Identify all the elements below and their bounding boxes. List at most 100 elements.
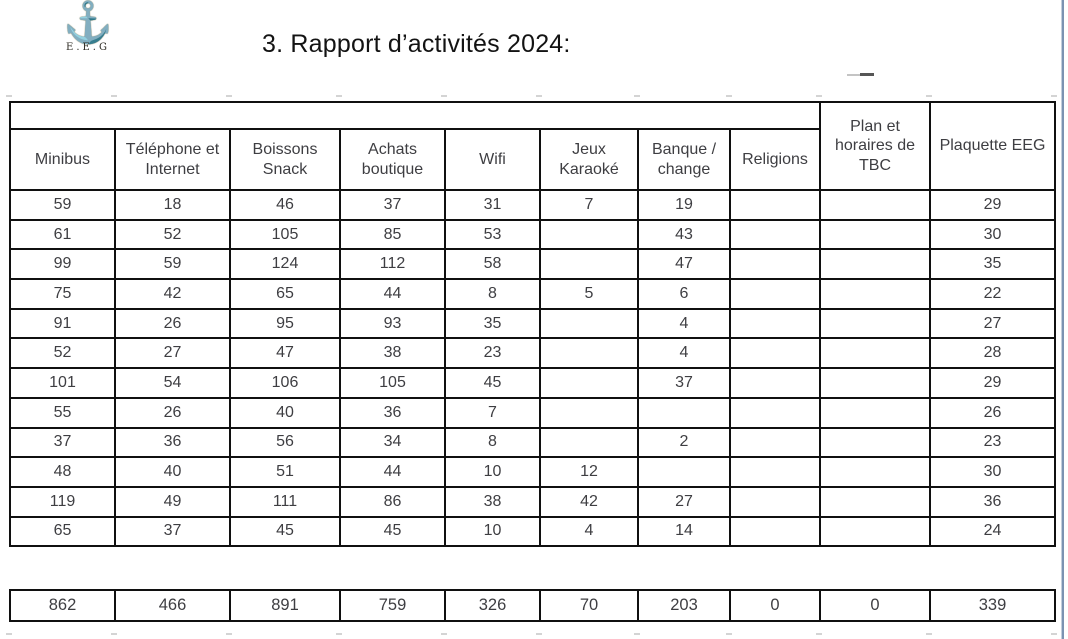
table-cell: 48 bbox=[9, 456, 116, 488]
table-cell: 35 bbox=[929, 248, 1056, 281]
table-cell bbox=[637, 396, 731, 429]
table-cell bbox=[819, 189, 931, 221]
table-cell bbox=[539, 337, 639, 370]
table-cell: 4 bbox=[539, 515, 639, 548]
table-cell: 26 bbox=[114, 307, 231, 340]
faint-gridline-tick bbox=[634, 95, 640, 97]
table-cell: 51 bbox=[229, 456, 341, 488]
table-cell: 36 bbox=[929, 485, 1056, 518]
table-cell bbox=[819, 485, 931, 518]
activities-table: Plan et horaires de TBC Plaquette EEG Mi… bbox=[9, 101, 1056, 548]
header-plaquette-eeg: Plaquette EEG bbox=[929, 101, 1056, 191]
table-cell: 38 bbox=[444, 485, 541, 518]
table-cell: 101 bbox=[9, 367, 116, 399]
totals-row: 862 466 891 759 326 70 203 0 0 339 bbox=[9, 589, 1056, 622]
table-cell: 46 bbox=[229, 189, 341, 221]
faint-gridline-tick bbox=[1051, 95, 1057, 97]
total-cell: 326 bbox=[444, 589, 541, 622]
table-header-row: Minibus Téléphone et Internet Boissons S… bbox=[9, 128, 1055, 191]
table-cell bbox=[729, 218, 821, 251]
header-plan-horaires-tbc: Plan et horaires de TBC bbox=[819, 101, 931, 191]
table-cell: 45 bbox=[229, 515, 341, 548]
table-cell: 18 bbox=[114, 189, 231, 221]
table-cell: 112 bbox=[339, 248, 446, 281]
header-wifi: Wifi bbox=[444, 128, 541, 191]
table-cell: 38 bbox=[339, 337, 446, 370]
table-cell: 124 bbox=[229, 248, 341, 281]
table-cell: 37 bbox=[637, 367, 731, 399]
table-cell: 37 bbox=[9, 426, 116, 459]
empty-spacer-cell bbox=[9, 101, 821, 130]
table-cell: 58 bbox=[444, 248, 541, 281]
table-cell: 2 bbox=[637, 426, 731, 459]
faint-gridline-tick bbox=[441, 633, 447, 635]
table-top-spacer-row: Plan et horaires de TBC Plaquette EEG bbox=[9, 101, 1056, 191]
table-cell: 12 bbox=[539, 456, 639, 488]
table-cell: 105 bbox=[339, 367, 446, 399]
table-cell: 59 bbox=[9, 189, 116, 221]
faint-gridline-tick bbox=[726, 95, 732, 97]
header-telephone-internet: Téléphone et Internet bbox=[114, 128, 231, 191]
table-cell: 35 bbox=[444, 307, 541, 340]
table-cell: 43 bbox=[637, 218, 731, 251]
faint-gridline-tick bbox=[111, 633, 117, 635]
table-cell: 49 bbox=[114, 485, 231, 518]
total-cell: 0 bbox=[729, 589, 821, 622]
header-achats-boutique: Achats boutique bbox=[339, 128, 446, 191]
table-cell: 45 bbox=[339, 515, 446, 548]
table-cell: 4 bbox=[637, 307, 731, 340]
table-cell: 14 bbox=[637, 515, 731, 548]
total-cell: 466 bbox=[114, 589, 231, 622]
table-cell: 34 bbox=[339, 426, 446, 459]
faint-gridline-tick bbox=[536, 95, 542, 97]
table-cell: 61 bbox=[9, 218, 116, 251]
table-cell bbox=[729, 485, 821, 518]
table-cell: 22 bbox=[929, 278, 1056, 310]
table-cell: 29 bbox=[929, 189, 1056, 221]
table-cell: 42 bbox=[539, 485, 639, 518]
faint-gridline-tick bbox=[926, 633, 932, 635]
table-cell: 19 bbox=[637, 189, 731, 221]
table-cell bbox=[819, 337, 931, 370]
table-cell: 65 bbox=[9, 515, 116, 548]
faint-gridline-tick bbox=[1051, 633, 1057, 635]
table-cell bbox=[729, 396, 821, 429]
table-cell bbox=[819, 307, 931, 340]
table-cell: 31 bbox=[444, 189, 541, 221]
table-cell bbox=[819, 396, 931, 429]
table-cell bbox=[819, 515, 931, 548]
total-cell: 759 bbox=[339, 589, 446, 622]
table-cell: 27 bbox=[929, 307, 1056, 340]
table-cell: 47 bbox=[229, 337, 341, 370]
faint-gridline-tick bbox=[536, 633, 542, 635]
table-row: 61 52 105 85 53 43 30 bbox=[9, 218, 1056, 251]
table-cell bbox=[729, 426, 821, 459]
table-cell: 53 bbox=[444, 218, 541, 251]
faint-gridline-tick bbox=[816, 95, 822, 97]
table-cell: 10 bbox=[444, 456, 541, 488]
table-row: 52 27 47 38 23 4 28 bbox=[9, 337, 1056, 370]
eeg-logo: ⚓ E.E.G bbox=[52, 2, 124, 53]
right-edge-line bbox=[1061, 0, 1064, 639]
table-cell bbox=[539, 307, 639, 340]
table-cell: 36 bbox=[114, 426, 231, 459]
table-cell: 55 bbox=[9, 396, 116, 429]
header-boissons-snack: Boissons Snack bbox=[229, 128, 341, 191]
totals-table: 862 466 891 759 326 70 203 0 0 339 bbox=[9, 589, 1056, 622]
faint-gridline-tick bbox=[336, 95, 342, 97]
table-cell bbox=[729, 278, 821, 310]
table-cell: 105 bbox=[229, 218, 341, 251]
table-row: 37 36 56 34 8 2 23 bbox=[9, 426, 1056, 459]
table-cell: 40 bbox=[114, 456, 231, 488]
table-cell: 86 bbox=[339, 485, 446, 518]
table-cell: 75 bbox=[9, 278, 116, 310]
table-cell: 40 bbox=[229, 396, 341, 429]
table-cell bbox=[819, 367, 931, 399]
table-cell: 47 bbox=[637, 248, 731, 281]
faint-gridline-tick bbox=[816, 633, 822, 635]
faint-gridline-tick bbox=[6, 633, 12, 635]
table-cell: 6 bbox=[637, 278, 731, 310]
table-cell bbox=[729, 515, 821, 548]
table-cell: 7 bbox=[539, 189, 639, 221]
faint-gridline-tick bbox=[111, 95, 117, 97]
